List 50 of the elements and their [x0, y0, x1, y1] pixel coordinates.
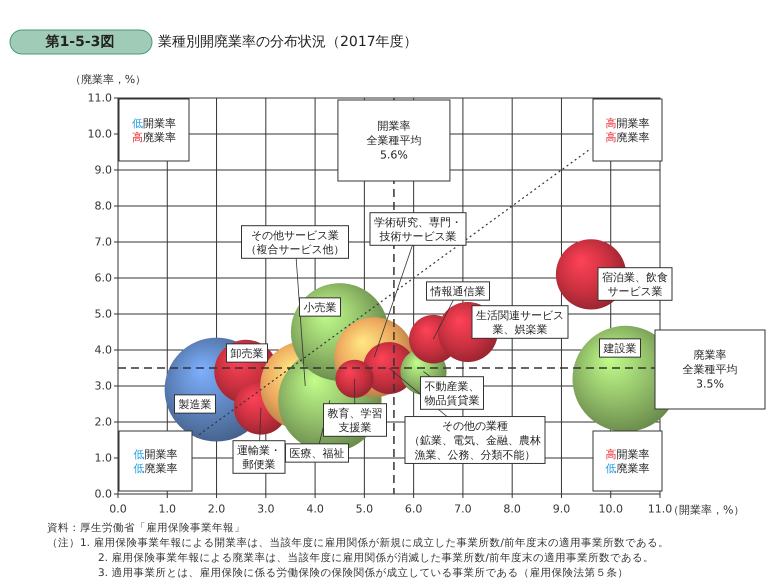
series-label: 教育、学習支援業 [328, 406, 382, 434]
text: 学術研究、専門・技術サービス業 [374, 215, 462, 243]
text: （注）1. 雇用保険事業年報による開業率は、当該年度に雇用関係が新規に成立した事業所数/前年度末の適用事業所数である。 [47, 536, 669, 549]
x-tick-label: 3.0 [257, 502, 275, 516]
series-label: 生活関連サービス業、娯楽業 [476, 308, 564, 336]
series-label: 卸売業 [230, 346, 264, 360]
text: 資料：厚生労働省「雇用保険事業年報」 [47, 521, 245, 534]
x-tick-label: 2.0 [208, 502, 226, 516]
text: 3. 適用事業所とは、雇用保険に係る労働保険の保険関係が成立している事業所である（雇用保険法第５条） [98, 566, 628, 579]
y-tick-label: 1.0 [94, 452, 112, 464]
y-axis-title: （廃業率，%） [70, 73, 146, 86]
y-tick-label: 7.0 [94, 236, 112, 248]
chart-subtitle: 業種別開廃業率の分布状況（2017年度） [158, 34, 418, 50]
x-tick-label: 5.0 [356, 502, 374, 516]
text: その他サービス業（複合サービス他） [246, 228, 344, 256]
series-label: 情報通信業 [430, 284, 486, 298]
series-label: 小売業 [304, 300, 336, 314]
y-tick-label: 4.0 [94, 344, 112, 356]
annotation: 高開業率低廃業率 [606, 447, 650, 475]
x-tick-label: 11.0 [648, 502, 672, 516]
series-label: 宿泊業、飲食サービス業 [602, 270, 668, 298]
annotation: 低開業率低廃業率 [134, 447, 178, 475]
y-tick-label: 3.0 [94, 380, 112, 392]
x-tick-label: 7.0 [454, 502, 472, 516]
series-label: 不動産業、物品賃貸業 [424, 379, 480, 407]
x-tick-label: 1.0 [158, 502, 176, 516]
y-tick-label: 8.0 [94, 200, 112, 212]
y-tick-label: 0.0 [94, 488, 112, 500]
text: 2. 雇用保険事業年報による廃業率は、当該年度に雇用関係が消滅した事業所数/前年度末の適用事業所数である。 [98, 551, 654, 564]
x-tick-label: 8.0 [503, 502, 521, 516]
series-label: 運輸業・郵便業 [237, 443, 281, 471]
annotation: 高開業率高廃業率 [606, 116, 650, 144]
x-tick-label: 6.0 [404, 502, 422, 516]
y-tick-label: 9.0 [94, 164, 112, 176]
y-tick-label: 10.0 [88, 128, 112, 140]
chart-title: 第1-5-3図 [44, 34, 114, 50]
y-tick-label: 6.0 [94, 272, 112, 284]
ref-line-label: 廃業率全業種平均3.5% [682, 348, 738, 390]
annotation: 低開業率高廃業率 [132, 116, 176, 144]
y-tick-label: 2.0 [94, 416, 112, 428]
x-tick-label: 10.0 [598, 502, 623, 516]
x-tick-label: 4.0 [306, 502, 324, 516]
y-tick-label: 11.0 [88, 92, 112, 104]
y-tick-label: 5.0 [94, 308, 112, 320]
x-tick-label: 9.0 [552, 502, 570, 516]
x-tick-label: 0.0 [109, 502, 127, 516]
series-label: 医療、福祉 [290, 446, 344, 460]
series-label: 製造業 [178, 398, 212, 410]
series-label: 建設業 [602, 342, 636, 354]
ref-line-label: 開業率全業種平均5.6% [366, 119, 422, 161]
